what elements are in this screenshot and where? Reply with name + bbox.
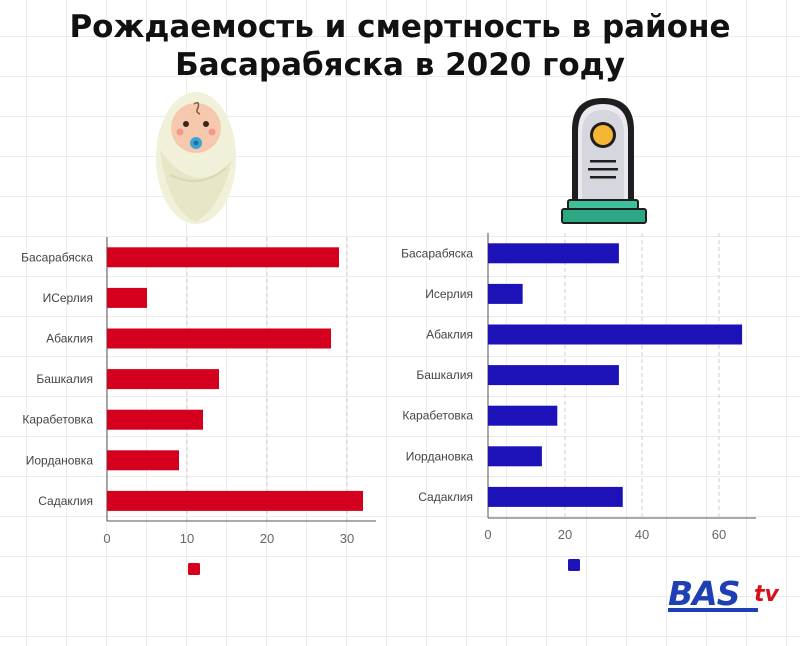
births-x-tick-label: 30 xyxy=(340,531,354,546)
births-category-label: Карабетовка xyxy=(22,413,93,427)
logo-bas-text: BAS xyxy=(668,574,740,613)
chart-title: Рождаемость и смертность в районе Басара… xyxy=(69,9,731,83)
charts-area: 0 10 20 30 Басарабяска ИСерлия Абаклия Башкалия… xyxy=(21,233,756,575)
births-bar xyxy=(107,328,331,349)
births-category-label: Башкалия xyxy=(36,372,93,386)
births-legend-swatch xyxy=(188,563,200,575)
deaths-chart: 0 20 40 60 Басарабяска Иcерлия Абаклия Башкалия… xyxy=(401,233,756,571)
deaths-x-tick-label: 60 xyxy=(712,527,726,542)
deaths-category-label: Садаклия xyxy=(418,490,473,504)
births-bar xyxy=(107,450,179,471)
births-chart: 0 10 20 30 Басарабяска ИСерлия Абаклия Башкалия… xyxy=(21,237,376,575)
deaths-category-label: Башкалия xyxy=(416,368,473,382)
logo-underline xyxy=(668,608,758,612)
births-x-tick-label: 0 xyxy=(103,531,110,546)
deaths-bar xyxy=(488,486,623,507)
logo-tv-text: tv xyxy=(754,582,779,607)
deaths-x-tick-label: 40 xyxy=(635,527,649,542)
deaths-category-label: Басарабяска xyxy=(401,246,473,260)
births-bar xyxy=(107,287,147,308)
deaths-bar xyxy=(488,446,542,467)
births-x-tick-label: 20 xyxy=(260,531,274,546)
births-category-label: Абаклия xyxy=(46,332,93,346)
deaths-bar xyxy=(488,405,558,426)
deaths-legend-swatch xyxy=(568,559,580,571)
births-category-label: ИСерлия xyxy=(43,291,93,305)
births-x-tick-label: 10 xyxy=(180,531,194,546)
deaths-category-label: Карабетовка xyxy=(402,409,473,423)
births-bar xyxy=(107,490,363,511)
births-bar xyxy=(107,247,339,268)
bastv-logo: BAS tv xyxy=(668,576,790,616)
births-bar xyxy=(107,409,203,430)
deaths-category-label: Иcерлия xyxy=(425,287,473,301)
births-category-label: Басарабяска xyxy=(21,250,93,264)
deaths-category-label: Абаклия xyxy=(426,328,473,342)
swaddled-baby-icon xyxy=(156,92,236,224)
tombstone-icon xyxy=(561,98,647,224)
deaths-bar xyxy=(488,283,523,304)
deaths-x-tick-label: 0 xyxy=(484,527,491,542)
deaths-bar xyxy=(488,243,619,264)
births-category-label: Иордановка xyxy=(26,453,94,467)
births-category-label: Садаклия xyxy=(38,494,93,508)
deaths-category-label: Иордановка xyxy=(406,449,474,463)
births-bar xyxy=(107,369,219,390)
deaths-bar xyxy=(488,365,619,386)
deaths-x-tick-label: 20 xyxy=(558,527,572,542)
deaths-bar xyxy=(488,324,743,345)
